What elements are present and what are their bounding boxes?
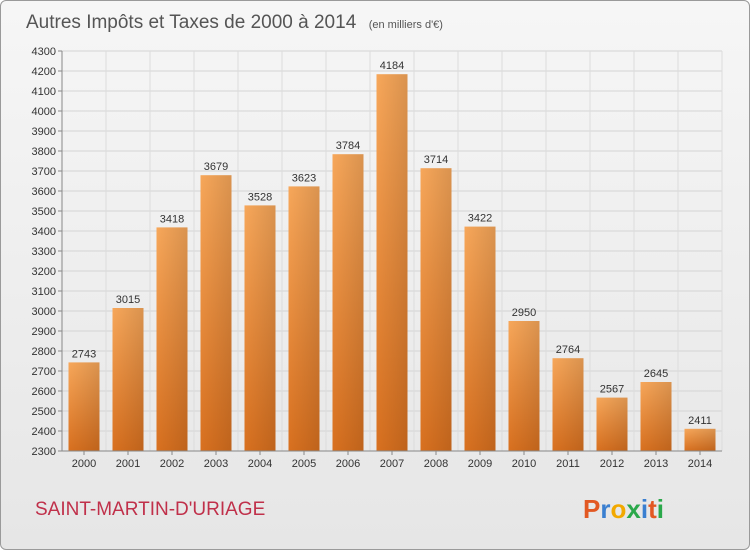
bar-value-label: 3528 [248,191,272,203]
x-tick-label: 2000 [72,458,96,470]
y-tick-label: 4300 [32,46,56,58]
y-tick-label: 3600 [32,186,56,198]
y-tick-label: 2500 [32,406,56,418]
x-tick-label: 2012 [600,458,624,470]
bar-shade [508,321,540,451]
y-tick-label: 3800 [32,146,56,158]
x-tick-label: 2003 [204,458,228,470]
proxiti-logo: Proxiti [583,494,664,524]
x-tick-label: 2002 [160,458,184,470]
y-tick-label: 4200 [32,66,56,78]
logo-text: Proxiti [583,494,664,524]
logo-letter: o [610,494,626,524]
logo-letter: t [648,494,657,524]
y-tick-label: 3900 [32,126,56,138]
y-tick-label: 2600 [32,386,56,398]
bar-shade [156,227,188,451]
x-tick-label: 2004 [248,458,272,470]
y-tick-label: 3400 [32,226,56,238]
bar-value-label: 3679 [204,161,228,173]
x-tick-label: 2014 [688,458,712,470]
x-tick-label: 2005 [292,458,316,470]
bar-value-label: 4184 [380,60,404,72]
bar-value-label: 3015 [116,294,140,306]
x-tick-label: 2007 [380,458,404,470]
x-tick-label: 2011 [556,458,580,470]
bar-shade [200,175,232,451]
bar-shade [112,308,144,451]
y-tick-label: 3000 [32,306,56,318]
y-tick-label: 2300 [32,446,56,458]
chart-subtitle: (en milliers d'€) [369,19,443,31]
bar-value-label: 3784 [336,140,360,152]
bar-value-label: 3714 [424,154,448,166]
chart-title-text: Autres Impôts et Taxes de 2000 à 2014 [26,12,357,33]
bar-value-label: 3623 [292,172,316,184]
logo-letter: r [600,494,610,524]
chart-title: Autres Impôts et Taxes de 2000 à 2014 (e… [26,12,443,33]
bar-shade [552,358,584,451]
x-tick-label: 2010 [512,458,536,470]
bar-shade [684,428,716,451]
bar-shade [68,362,100,451]
logo-letter: P [583,494,600,524]
x-tick-label: 2009 [468,458,492,470]
y-tick-label: 2400 [32,426,56,438]
bar-value-label: 2411 [688,415,712,427]
bar-value-label: 2764 [556,344,580,356]
bar-shade [420,168,452,451]
commune-name: SAINT-MARTIN-D'URIAGE [35,499,265,520]
y-tick-label: 4100 [32,86,56,98]
logo-letter: x [626,494,641,524]
x-tick-label: 2006 [336,458,360,470]
x-tick-label: 2008 [424,458,448,470]
bar-shade [640,382,672,451]
y-tick-label: 3300 [32,246,56,258]
x-tick-label: 2013 [644,458,668,470]
bar-value-label: 3422 [468,213,492,225]
bar-value-label: 2950 [512,307,536,319]
y-tick-label: 3500 [32,206,56,218]
logo-letter: i [641,494,648,524]
bar-shade [332,154,364,451]
bar-value-label: 3418 [160,213,184,225]
y-tick-label: 3100 [32,286,56,298]
bar-shade [596,397,628,451]
bar-value-label: 2743 [72,348,96,360]
x-tick-label: 2001 [116,458,140,470]
axes: 2300 2400 2500 2600 2700 2800 2900 3000 3100 3200… [32,46,722,470]
y-tick-label: 3700 [32,166,56,178]
bar-value-label: 2567 [600,384,624,396]
bar-shade [464,226,496,451]
y-tick-label: 3200 [32,266,56,278]
y-tick-label: 4000 [32,106,56,118]
bar-shade [376,74,408,451]
bar-shade [288,186,320,451]
y-tick-label: 2800 [32,346,56,358]
y-tick-label: 2900 [32,326,56,338]
logo-letter: i [657,494,664,524]
bar-value-label: 2645 [644,368,668,380]
y-tick-label: 2700 [32,366,56,378]
bar-shade [244,205,276,451]
bars: 2743 3015 3418 3679 3528 3623 3784 4184 3714 3422… [68,60,716,451]
